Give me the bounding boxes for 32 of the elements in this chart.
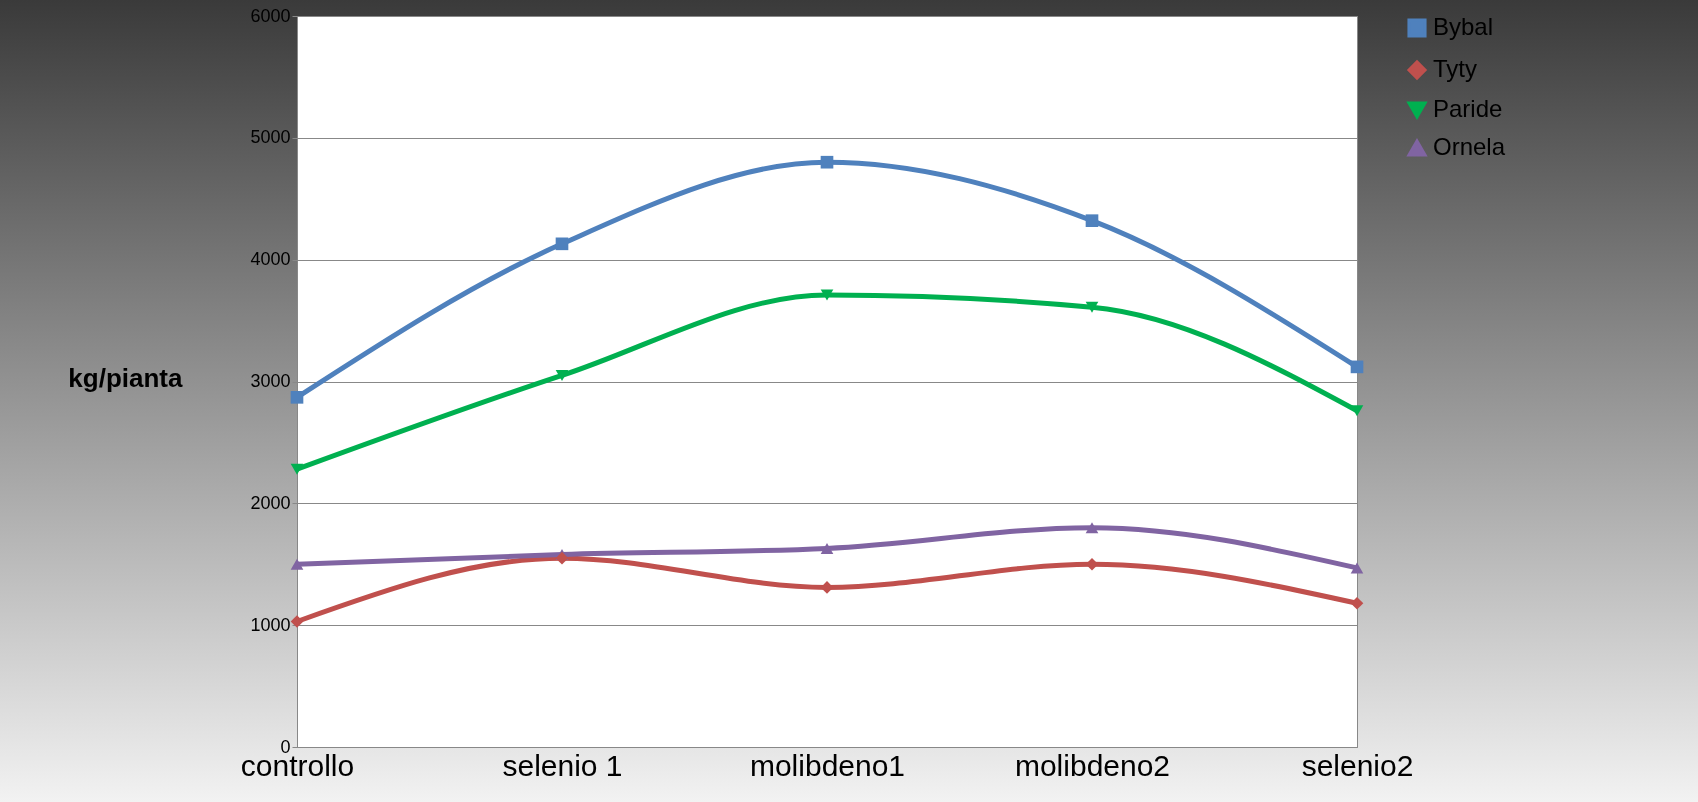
y-tick-label: 6000 [250, 5, 291, 26]
point [820, 289, 834, 301]
point [555, 551, 569, 565]
y-tick-label: 3000 [250, 371, 291, 391]
point [820, 155, 834, 169]
point [1350, 360, 1364, 374]
point [820, 542, 834, 554]
y-tick-label: 5000 [250, 127, 291, 148]
x-tick-label: molibdeno1 [749, 748, 906, 782]
point [290, 463, 304, 475]
x-tick-label: selenio2 [1301, 748, 1414, 782]
point [1085, 522, 1099, 534]
point [290, 558, 304, 570]
y-tick-label: 4000 [250, 249, 291, 270]
y-tick-label: 1000 [250, 614, 291, 635]
legend-label: Bybal [1433, 13, 1494, 40]
point [290, 615, 304, 628]
point [1350, 405, 1364, 417]
y-tick-label: 2000 [250, 492, 291, 513]
point [1085, 214, 1099, 227]
legend-label: Paride [1433, 95, 1503, 122]
point [555, 237, 569, 251]
y-axis-title: kg/pianta [68, 362, 184, 393]
x-tick-label: selenio 1 [502, 748, 623, 782]
x-tick-label: molibdeno2 [1014, 748, 1171, 782]
legend-label: Ornela [1433, 133, 1506, 160]
point [1350, 562, 1364, 574]
point [555, 369, 569, 381]
point [1350, 596, 1364, 610]
legend-label: Tyty [1433, 55, 1478, 82]
point [1085, 301, 1099, 313]
point [290, 391, 304, 404]
